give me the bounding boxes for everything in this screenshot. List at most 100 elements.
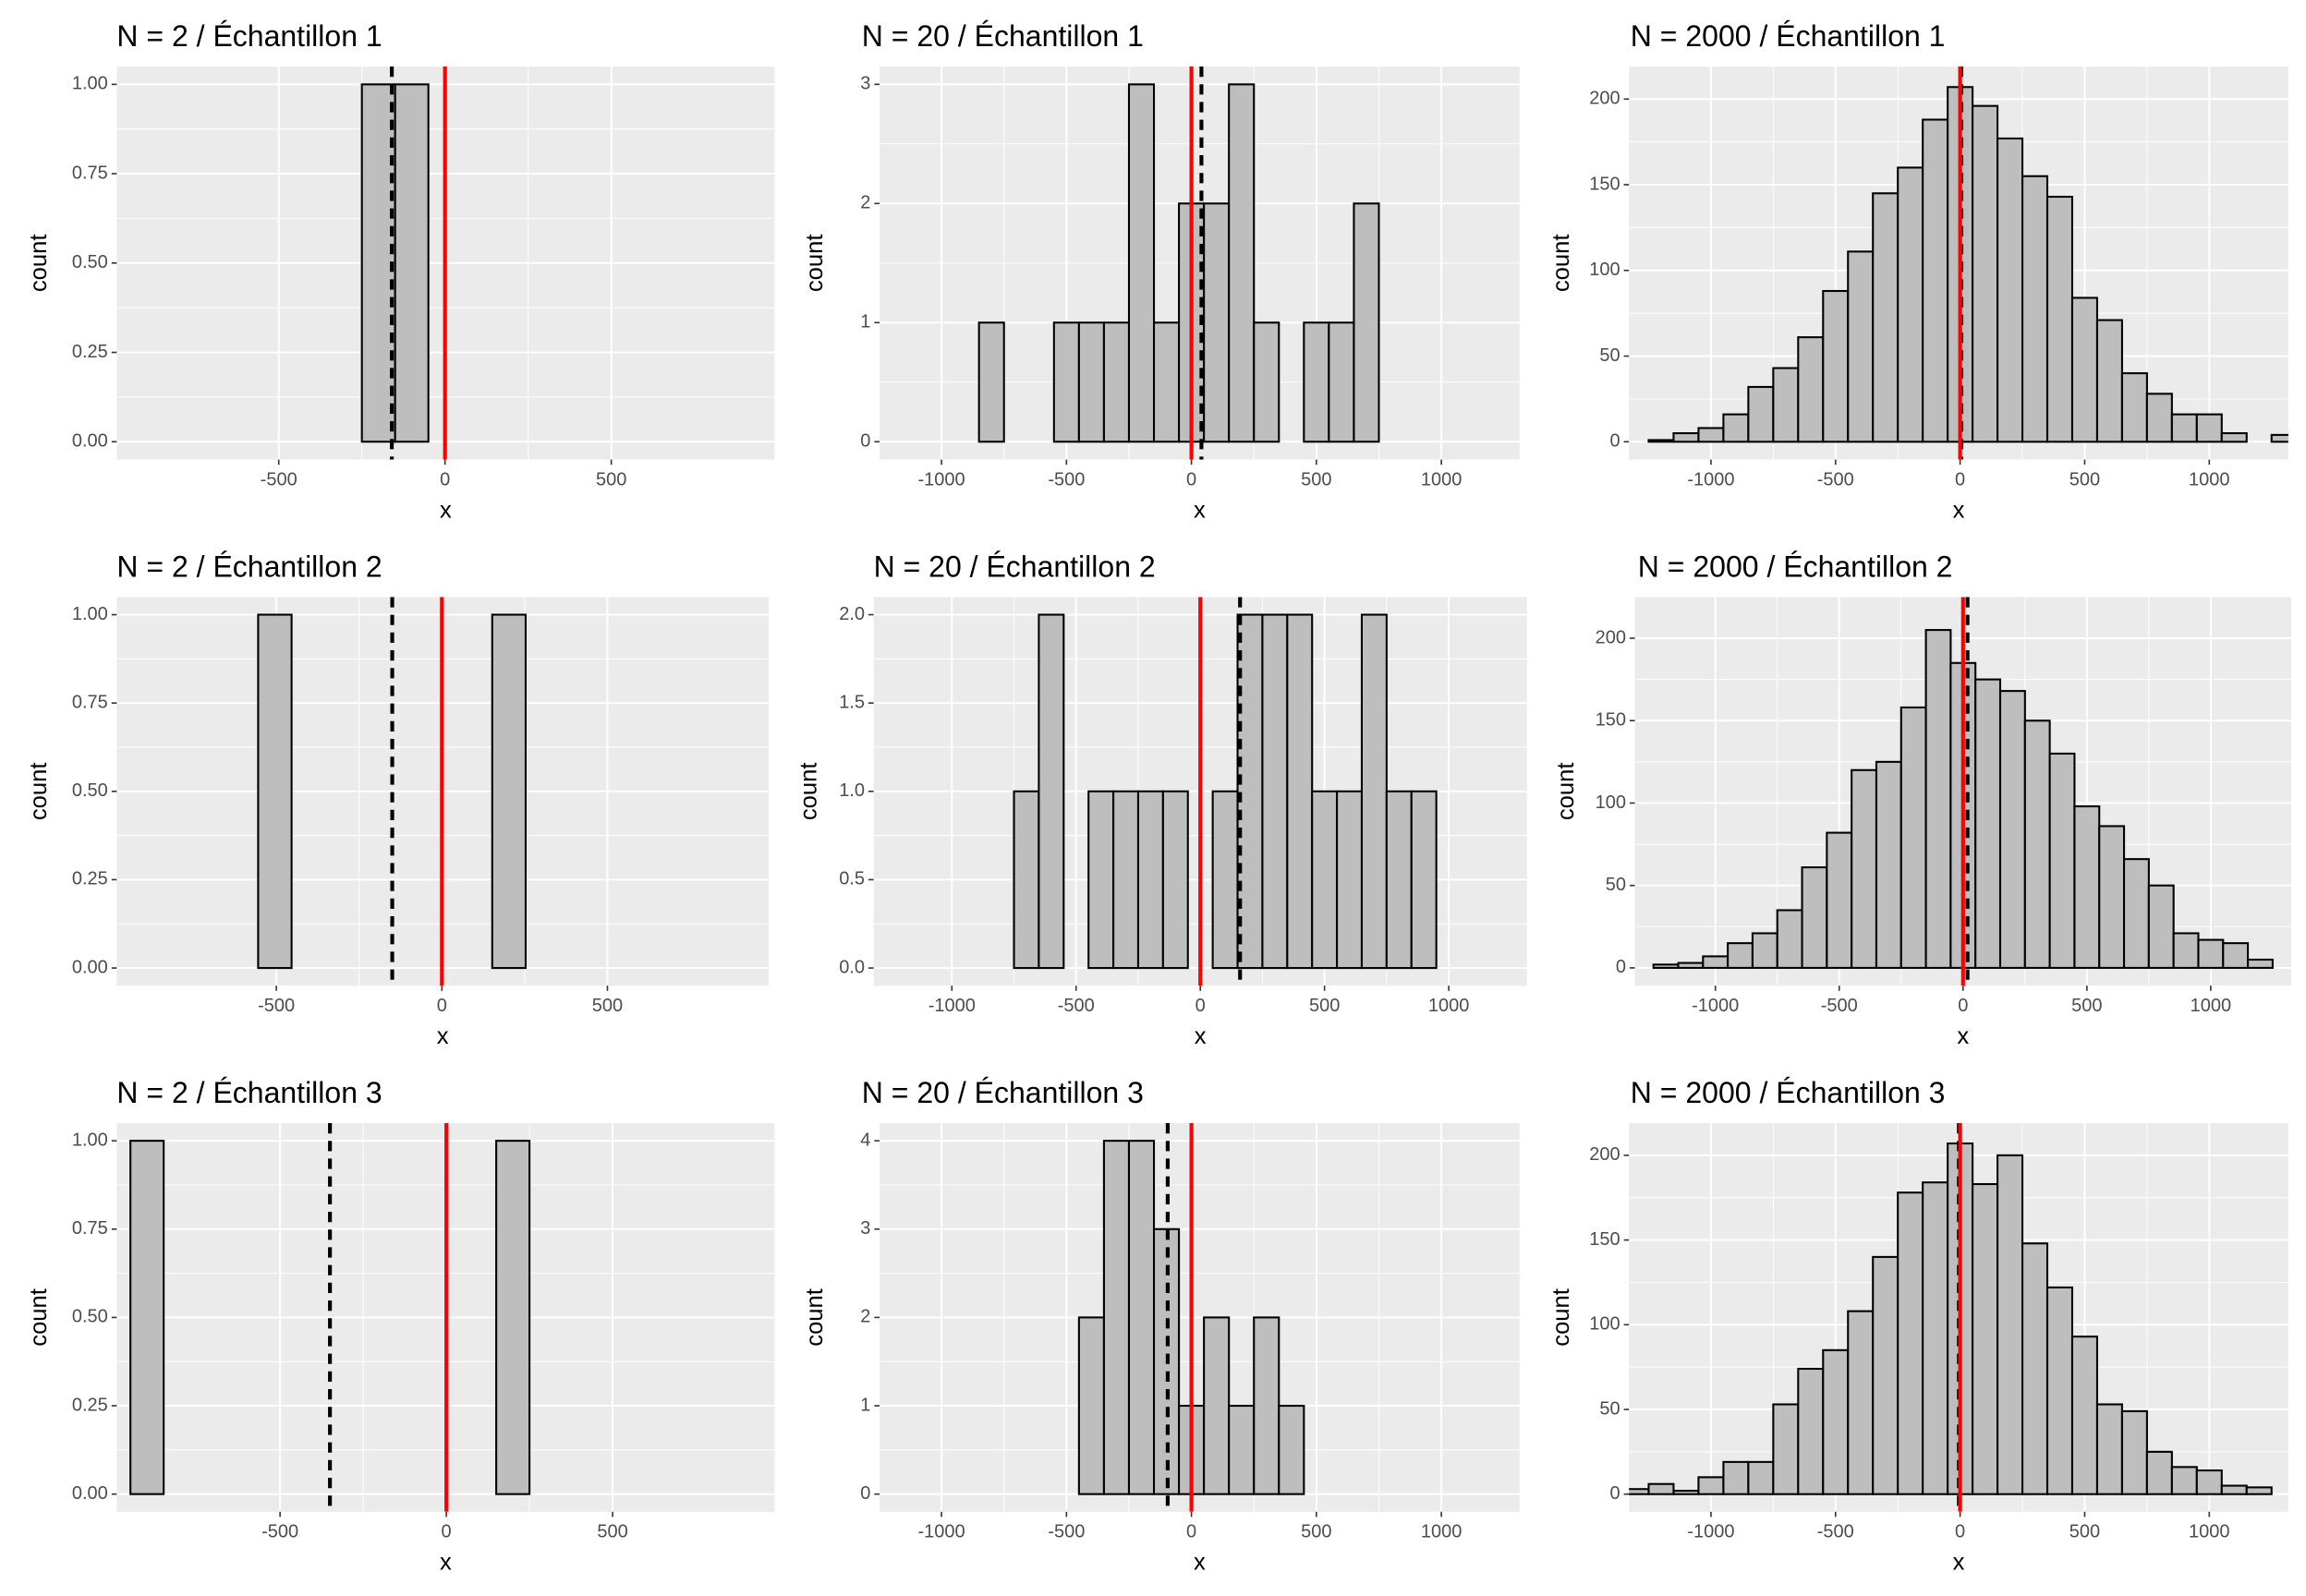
chart-title: N = 2 / Échantillon 1 <box>116 19 382 53</box>
bar <box>1228 1404 1256 1495</box>
panel: -1000 -500 0 500 1000 0 1 2 3 4 N = 20 / Échantill… <box>802 1076 1520 1576</box>
y-axis-title: count <box>1548 234 1574 292</box>
bar <box>2170 1466 2198 1495</box>
y-tick-label: 1.00 <box>72 74 108 94</box>
x-tick-label: 1000 <box>1421 469 1462 490</box>
bar <box>491 613 528 970</box>
bar <box>1897 166 1924 443</box>
chart-title: N = 2 / Échantillon 3 <box>116 1076 382 1109</box>
y-tick-label: 0.50 <box>72 252 108 272</box>
chart-title: N = 2000 / Échantillon 2 <box>1638 550 1953 583</box>
y-tick-label: 100 <box>1596 792 1626 813</box>
x-axis-title: x <box>1194 497 1206 523</box>
y-tick-label: 2.0 <box>839 604 865 624</box>
bar <box>1897 1191 1924 1495</box>
bar <box>2170 413 2198 443</box>
bar <box>495 1140 531 1495</box>
y-tick-label: 50 <box>1606 875 1626 895</box>
bar <box>1872 1255 1899 1495</box>
x-tick-label: 500 <box>2069 1521 2100 1542</box>
bar <box>1776 909 1803 969</box>
y-tick-label: 1.5 <box>839 692 865 712</box>
panel: -1000 -500 0 500 1000 0 50 100 150 200 N = 2000 / … <box>1553 550 2291 1049</box>
bar <box>1997 137 2024 443</box>
bar <box>2220 1484 2248 1495</box>
bar <box>2045 195 2074 443</box>
bar <box>1751 932 1778 969</box>
bar <box>1228 83 1256 443</box>
bar <box>1286 613 1314 970</box>
y-tick-label: 1 <box>860 1395 870 1415</box>
bars <box>360 66 447 460</box>
bar <box>2120 372 2148 443</box>
x-tick-label: -500 <box>1048 469 1085 490</box>
chart-title: N = 2000 / Échantillon 1 <box>1631 19 1946 53</box>
y-tick-label: 150 <box>1596 710 1626 731</box>
x-tick-label: 1000 <box>2189 1521 2230 1542</box>
bar <box>1647 1482 1675 1495</box>
y-tick-label: 150 <box>1589 174 1620 194</box>
bar <box>2220 431 2248 443</box>
panel: -500 0 500 0.00 0.25 0.50 0.75 1.00 N = 2 / Écha… <box>26 550 769 1049</box>
bar <box>1997 1154 2024 1495</box>
bar <box>1211 790 1239 970</box>
y-tick-label: 0.75 <box>72 1218 108 1239</box>
y-tick-label: 0.00 <box>72 431 108 452</box>
bar <box>1702 955 1730 969</box>
y-tick-label: 0 <box>860 1483 870 1504</box>
y-tick-label: 0.0 <box>839 957 865 977</box>
y-tick-label: 2 <box>860 193 870 213</box>
y-tick-label: 0.50 <box>72 1307 108 1327</box>
bar <box>1722 1460 1750 1495</box>
y-tick-label: 50 <box>1599 345 1620 366</box>
bar <box>1303 321 1330 443</box>
bars <box>1629 1123 2273 1512</box>
bar <box>2021 175 2049 443</box>
bars <box>1652 597 2274 986</box>
y-tick-label: 100 <box>1589 260 1620 280</box>
bar <box>1697 1476 1725 1495</box>
bar <box>1797 1367 1825 1495</box>
y-tick-label: 0.50 <box>72 780 108 801</box>
bar <box>1328 321 1355 443</box>
bar <box>1038 613 1065 970</box>
y-axis-title: count <box>802 234 828 292</box>
bar <box>1875 760 1902 969</box>
y-tick-label: 3 <box>860 1218 870 1239</box>
chart-title: N = 2 / Échantillon 2 <box>116 550 382 583</box>
bar <box>360 83 396 443</box>
y-tick-label: 0 <box>1609 431 1620 452</box>
y-tick-label: 2 <box>860 1307 870 1327</box>
x-tick-label: -1000 <box>918 1521 965 1542</box>
bar <box>1102 321 1131 443</box>
bar <box>1087 790 1115 970</box>
panel: -500 0 500 0.00 0.25 0.50 0.75 1.00 N = 2 / Écha… <box>26 19 775 523</box>
y-tick-label: 0.00 <box>72 957 108 977</box>
bar <box>1077 1316 1105 1495</box>
bar <box>1161 790 1189 970</box>
bar <box>1922 118 1949 443</box>
bar <box>1772 367 1800 443</box>
chart-title: N = 20 / Échantillon 1 <box>862 19 1144 53</box>
y-tick-label: 1.0 <box>839 780 865 801</box>
bar <box>1922 1181 1949 1495</box>
x-tick-label: -500 <box>1048 1521 1085 1542</box>
y-tick-label: 1.00 <box>72 1130 108 1150</box>
y-axis-title: count <box>1548 1288 1574 1347</box>
x-tick-label: -500 <box>1821 996 1858 1016</box>
x-tick-label: -500 <box>1058 996 1095 1016</box>
bar <box>1203 202 1231 443</box>
bars <box>1077 1123 1305 1512</box>
bar <box>1974 678 2002 969</box>
x-tick-label: -500 <box>261 469 297 490</box>
x-axis-title: x <box>440 1550 452 1576</box>
y-axis-title: count <box>1553 762 1579 820</box>
bar <box>1851 768 1878 969</box>
x-tick-label: -500 <box>261 1521 298 1542</box>
bar <box>2270 433 2288 443</box>
bar <box>1077 321 1105 443</box>
x-tick-label: -1000 <box>928 996 976 1016</box>
bar <box>1672 1490 1700 1495</box>
x-tick-label: 500 <box>1301 469 1331 490</box>
